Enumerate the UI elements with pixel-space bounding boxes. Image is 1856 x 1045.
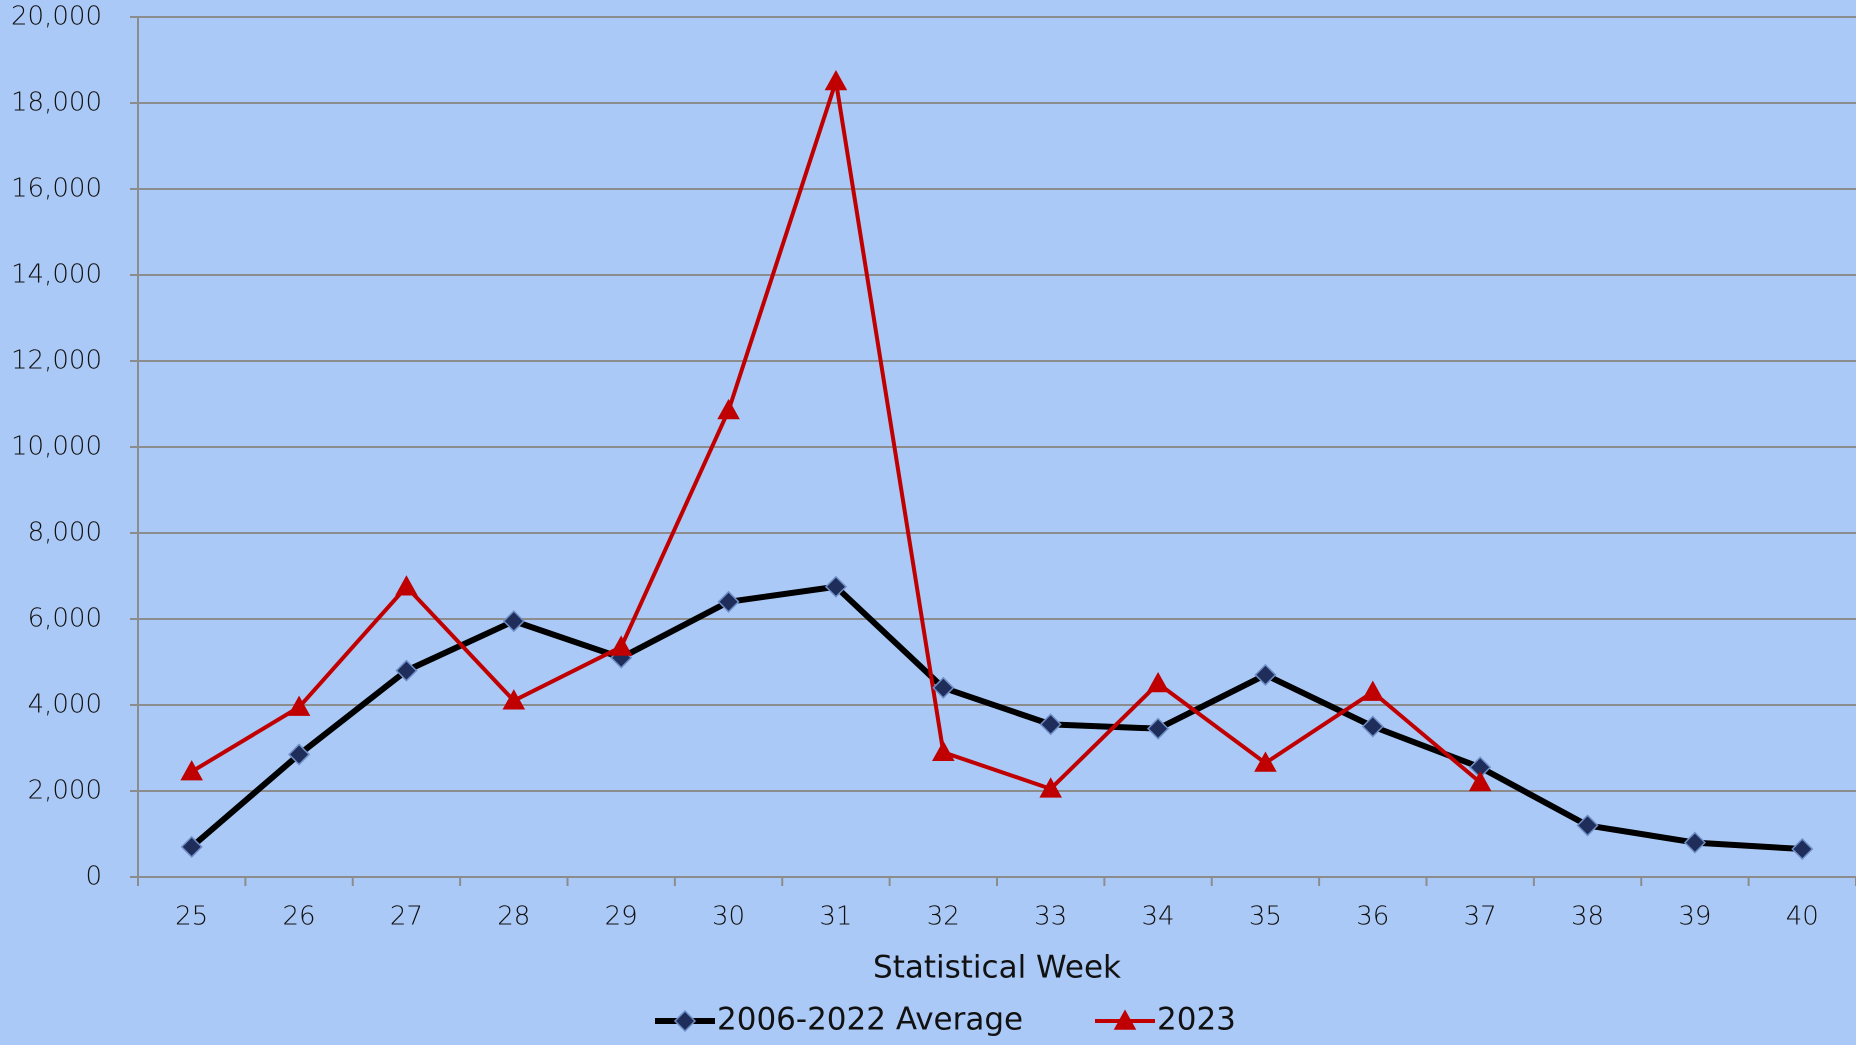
data-point: [1468, 770, 1492, 792]
x-tick-label: 40: [1786, 902, 1819, 932]
data-point: [502, 610, 525, 633]
y-tick-label: 20,000: [11, 2, 102, 32]
legend-label: 2006-2022 Average: [717, 1002, 1023, 1038]
data-point: [824, 575, 847, 598]
x-tick-label: 30: [712, 902, 745, 932]
data-point: [1254, 751, 1277, 772]
data-point: [1039, 713, 1062, 736]
x-tick-label: 29: [605, 902, 638, 932]
legend-label: 2023: [1157, 1002, 1236, 1038]
x-tick-label: 35: [1249, 902, 1282, 932]
x-axis-title: Statistical Week: [873, 950, 1121, 986]
x-tick-label: 34: [1142, 902, 1175, 932]
data-point: [180, 835, 203, 858]
data-point: [395, 659, 418, 682]
y-tick-label: 8,000: [28, 518, 102, 548]
data-point: [288, 743, 311, 766]
x-tick-label: 33: [1034, 902, 1067, 932]
data-point: [180, 760, 203, 781]
data-point: [717, 590, 740, 613]
x-tick-label: 32: [927, 902, 960, 932]
data-point: [395, 575, 418, 596]
y-tick-label: 10,000: [11, 432, 102, 462]
data-point: [1146, 671, 1170, 693]
data-point: [932, 740, 955, 762]
x-tick-label: 25: [175, 902, 208, 932]
y-tick-label: 18,000: [11, 88, 102, 118]
data-point: [1361, 680, 1385, 701]
data-point: [824, 69, 848, 91]
x-tick-label: 39: [1678, 902, 1711, 932]
data-point: [1791, 837, 1814, 861]
legend-marker: [1113, 1009, 1137, 1030]
data-point: [1254, 663, 1277, 686]
x-tick-label: 27: [390, 902, 423, 932]
data-point: [1361, 715, 1384, 738]
y-tick-label: 14,000: [11, 260, 102, 290]
data-point: [1039, 777, 1062, 798]
data-point: [932, 676, 955, 699]
y-tick-label: 4,000: [28, 690, 102, 720]
x-tick-label: 38: [1571, 902, 1604, 932]
data-point: [609, 635, 633, 656]
x-tick-label: 36: [1356, 902, 1389, 932]
data-point: [1576, 814, 1599, 837]
data-point: [287, 695, 311, 716]
data-point: [502, 689, 526, 710]
data-point: [717, 398, 740, 420]
y-tick-label: 0: [85, 862, 102, 892]
x-tick-label: 28: [497, 902, 530, 932]
legend-marker: [673, 1009, 697, 1033]
y-tick-label: 2,000: [28, 776, 102, 806]
series-line: [189, 583, 1803, 853]
data-point: [1683, 831, 1707, 854]
data-point: [1146, 717, 1170, 740]
y-tick-label: 6,000: [28, 604, 102, 634]
x-tick-label: 31: [819, 902, 852, 932]
y-tick-label: 12,000: [11, 346, 102, 376]
x-tick-label: 26: [283, 902, 316, 932]
x-tick-label: 37: [1464, 902, 1497, 932]
y-tick-label: 16,000: [11, 174, 102, 204]
